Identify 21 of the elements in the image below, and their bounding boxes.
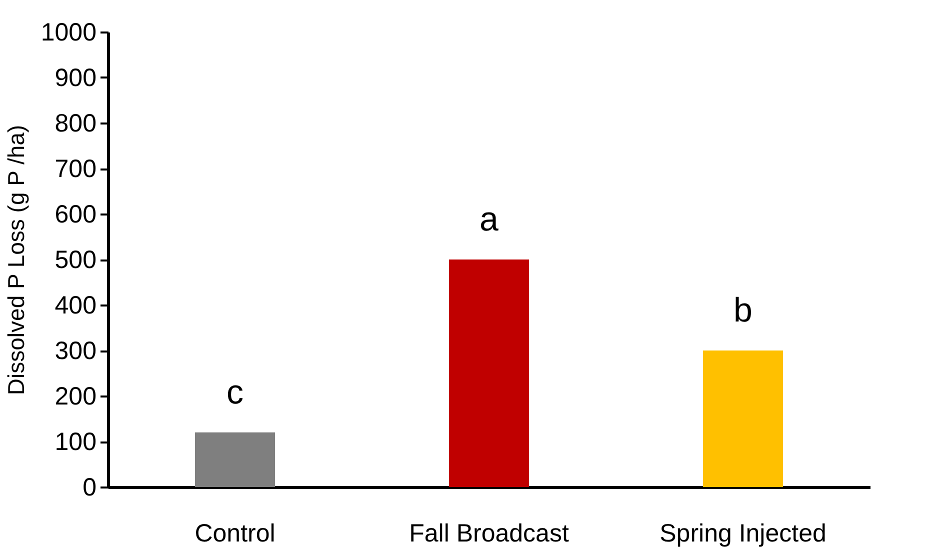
bar	[449, 260, 529, 487]
y-tick-label: 700	[54, 155, 96, 183]
annotation: c	[226, 373, 244, 412]
bar	[703, 350, 783, 487]
annotation: b	[734, 292, 752, 330]
y-tick-label: 1000	[40, 18, 96, 46]
x-tick-label: Fall Broadcast	[409, 520, 569, 547]
annotation: a	[480, 200, 499, 238]
y-tick-label: 600	[54, 200, 96, 228]
y-tick-label: 200	[54, 382, 96, 410]
y-tick-label: 400	[54, 292, 96, 320]
y-tick-label: 800	[54, 110, 96, 138]
x-tick-label: Spring Injected	[660, 520, 826, 547]
y-tick-label: 900	[54, 64, 96, 92]
y-tick-label: 300	[54, 337, 96, 365]
y-axis-title: Dissolved P Loss (g P /ha)	[2, 124, 29, 396]
y-tick-label: 0	[82, 474, 96, 502]
bar	[195, 432, 275, 487]
y-tick-label: 500	[54, 246, 96, 274]
x-tick-label: Control	[194, 520, 276, 547]
y-tick-label: 100	[54, 428, 96, 456]
